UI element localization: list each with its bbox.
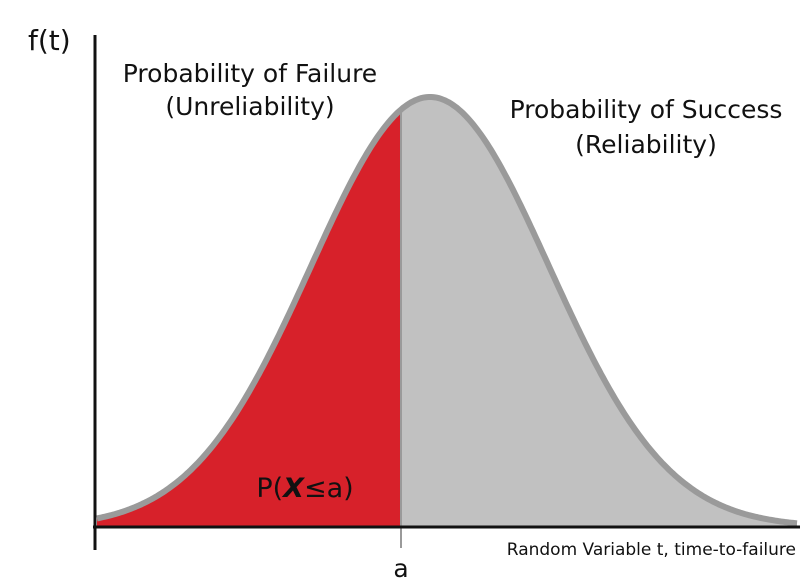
failure-title: Probability of Failure [123,59,377,88]
density-curve [96,94,798,527]
formula-part: ≤a) [304,473,354,504]
failure-formula: P(X≤a) [256,473,353,504]
formula-part: P( [256,473,283,504]
failure-subtitle: (Unreliability) [165,92,334,121]
formula-part: X [281,473,305,504]
failure-area [97,109,401,527]
success-area [401,97,797,527]
success-subtitle: (Reliability) [575,130,717,159]
x-axis-label: Random Variable t, time-to-failure [507,540,796,560]
x-marker-label: a [393,554,408,583]
y-axis-label: f(t) [28,24,71,57]
success-title: Probability of Success [510,95,783,124]
